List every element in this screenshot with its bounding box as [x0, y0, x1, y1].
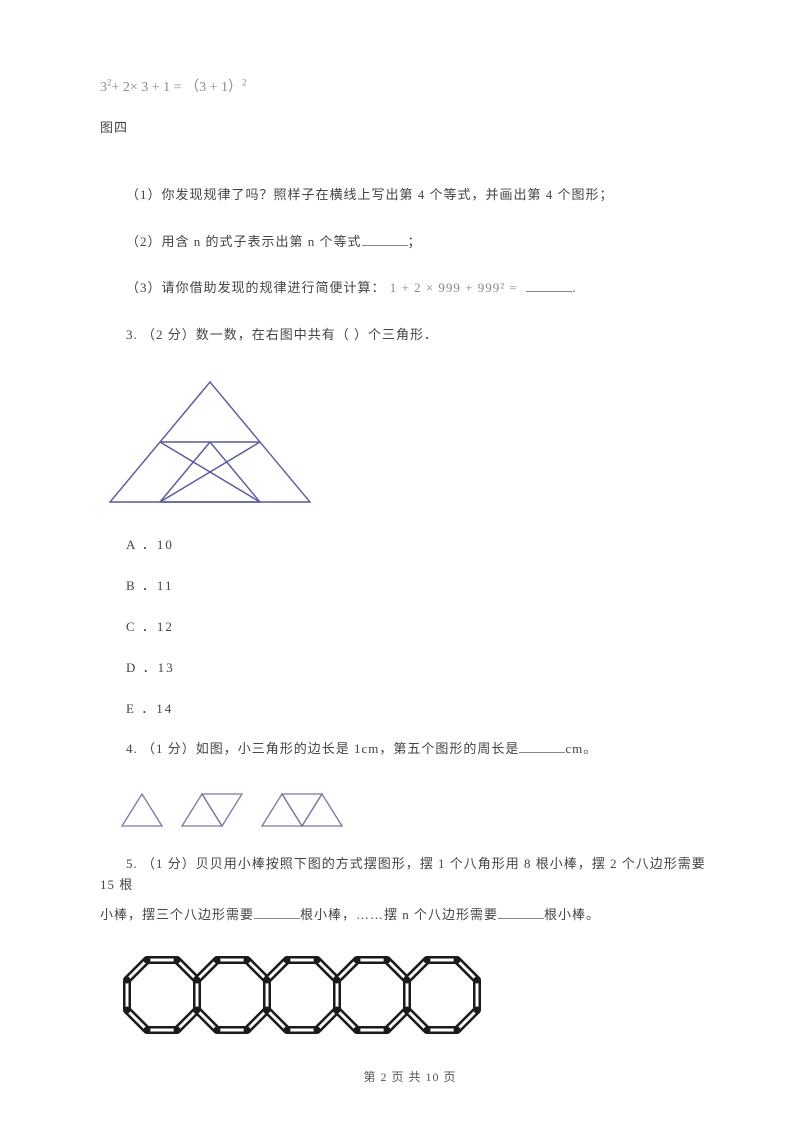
q3-options: A ．10 B ．11 C ．12 D ．13 E ．14 [100, 534, 720, 717]
option-b[interactable]: B ．11 [100, 575, 720, 594]
figure-big-triangle [100, 372, 720, 512]
equation-tu4: 32+ 2× 3 + 1 = （3 + 1）2 [100, 76, 720, 96]
blank-input[interactable] [498, 907, 544, 919]
q1-part2: （2）用含 n 的式子表示出第 n 个等式； [100, 232, 720, 253]
q5-text-line1: 5. （1 分）贝贝用小棒按照下图的方式摆图形，摆 1 个八角形用 8 根小棒，… [100, 854, 720, 896]
page-footer: 第 2 页 共 10 页 [100, 1068, 720, 1085]
option-d[interactable]: D ．13 [100, 657, 720, 676]
q4-text: 4. （1 分）如图，小三角形的边长是 1cm，第五个图形的周长是cm。 [100, 739, 720, 760]
blank-input[interactable] [526, 280, 572, 292]
figure-octagons [120, 952, 720, 1038]
option-e[interactable]: E ．14 [100, 698, 720, 717]
q5-text-line2: 小棒，摆三个八边形需要根小棒，……摆 n 个八边形需要根小棒。 [100, 905, 720, 926]
option-a[interactable]: A ．10 [100, 534, 720, 553]
q3-text: 3. （2 分）数一数，在右图中共有（ ）个三角形． [100, 325, 720, 346]
q1-part1: （1）你发现规律了吗？照样子在横线上写出第 4 个等式，并画出第 4 个图形； [100, 185, 720, 206]
figure-small-triangles [100, 786, 720, 832]
q1-part3: （3）请你借助发现的规律进行简便计算： 1 + 2 × 999 + 999² =… [100, 278, 720, 299]
blank-input[interactable] [519, 741, 565, 753]
blank-input[interactable] [362, 234, 408, 246]
blank-input[interactable] [254, 907, 300, 919]
option-c[interactable]: C ．12 [100, 616, 720, 635]
label-figure-4: 图四 [100, 118, 720, 139]
